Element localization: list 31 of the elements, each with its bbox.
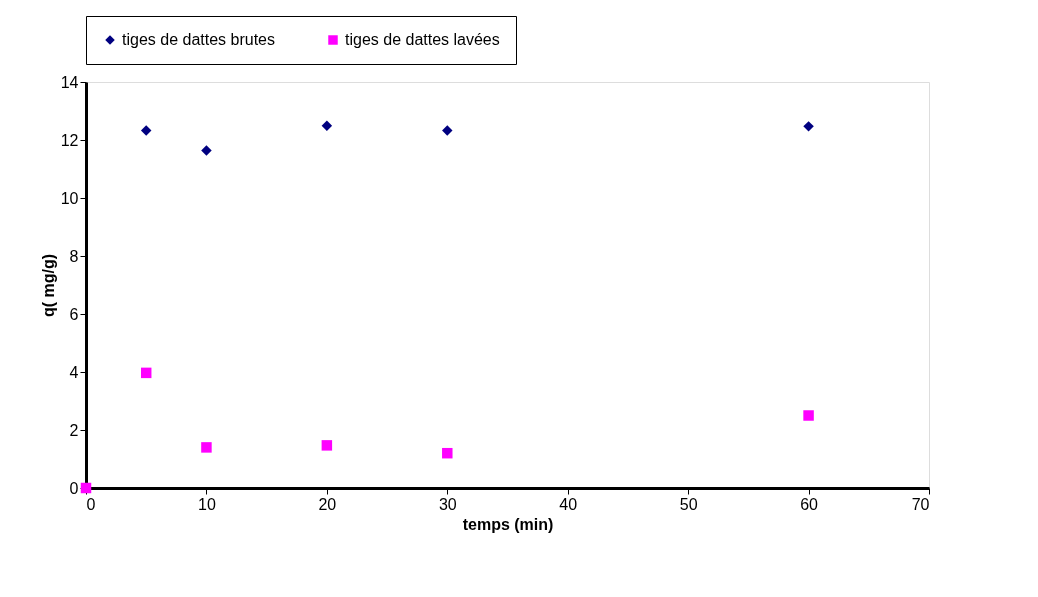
x-tick-label: 60 xyxy=(800,495,819,513)
x-tick-label: 30 xyxy=(438,495,457,513)
point xyxy=(321,440,333,451)
y-tick-label: 0 xyxy=(69,479,79,497)
point xyxy=(140,367,152,379)
y-tick-label: 12 xyxy=(60,131,79,149)
x-tick-label: 10 xyxy=(198,495,216,513)
x-tick-label: 50 xyxy=(679,495,698,513)
y-tick-label: 14 xyxy=(60,73,79,91)
y-tick-label: 10 xyxy=(60,189,79,207)
point xyxy=(321,120,333,132)
x-tick-label: 0 xyxy=(86,495,96,513)
point xyxy=(140,125,152,136)
y-tick-label: 6 xyxy=(69,305,79,323)
legend-label: tiges de dattes lavées xyxy=(345,31,500,48)
point xyxy=(442,447,453,459)
point xyxy=(201,442,212,453)
point xyxy=(201,145,212,156)
point xyxy=(803,121,814,132)
x-tick-label: 70 xyxy=(911,495,930,513)
point xyxy=(80,482,92,494)
y-tick-label: 4 xyxy=(69,363,79,381)
y-tick-label: 8 xyxy=(69,247,79,265)
y-axis-title: q( mg/g) xyxy=(39,253,57,318)
point xyxy=(442,125,453,136)
y-tick-label: 2 xyxy=(69,421,79,439)
x-tick-label: 20 xyxy=(318,495,337,513)
point xyxy=(803,410,814,421)
legend-label: tiges de dattes brutes xyxy=(122,31,275,48)
x-axis-title: temps (min) xyxy=(462,515,554,533)
x-tick-label: 40 xyxy=(559,495,578,513)
